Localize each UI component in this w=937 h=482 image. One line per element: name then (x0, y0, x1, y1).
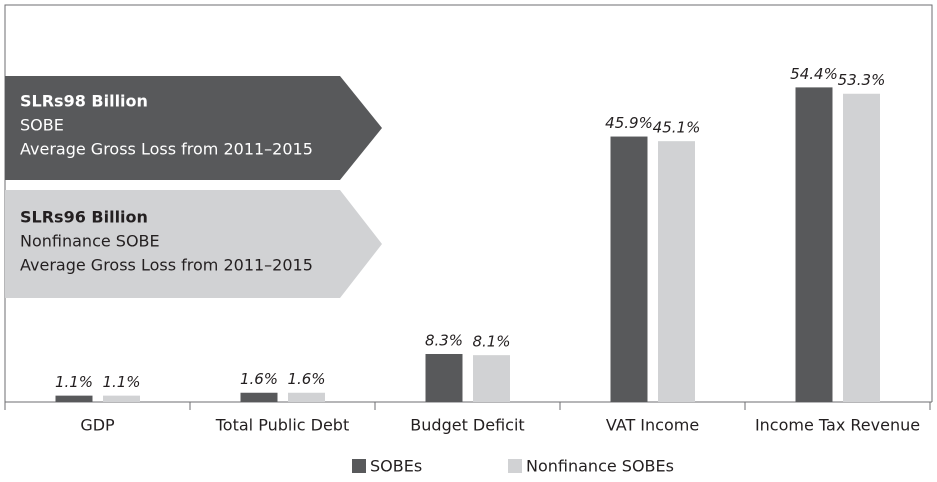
callout-text: SLRs98 Billion (20, 92, 148, 111)
callout-text: Average Gross Loss from 2011–2015 (20, 256, 313, 275)
value-label: 45.9% (605, 114, 653, 132)
bar (288, 392, 325, 402)
callout-text: SOBE (20, 116, 64, 135)
value-label: 1.6% (287, 370, 325, 388)
bar (55, 395, 93, 402)
x-tick-label: Budget Deficit (410, 416, 524, 435)
value-label: 8.3% (425, 331, 463, 349)
callout-text: SLRs96 Billion (20, 208, 148, 227)
callout-arrow (5, 190, 382, 298)
value-label: 1.1% (55, 373, 93, 391)
bar (610, 136, 648, 403)
legend-swatch (508, 459, 522, 473)
x-tick-label: GDP (80, 416, 115, 435)
legend-label: SOBEs (370, 457, 422, 476)
bar (658, 141, 695, 402)
callout-text: Nonfinance SOBE (20, 232, 160, 251)
value-label: 8.1% (472, 333, 510, 351)
bar (103, 395, 140, 402)
x-tick-label: VAT Income (606, 416, 699, 435)
x-tick-label: Income Tax Revenue (755, 416, 920, 435)
value-label: 54.4% (790, 65, 838, 83)
bar (425, 353, 463, 402)
value-label: 1.6% (240, 370, 278, 388)
value-label: 45.1% (653, 119, 701, 137)
legend-swatch (352, 459, 366, 473)
callout-arrow (5, 76, 382, 180)
bar (795, 87, 833, 403)
callout-text: Average Gross Loss from 2011–2015 (20, 140, 313, 159)
bar (843, 93, 880, 402)
x-tick-label: Total Public Debt (215, 416, 349, 435)
bar (473, 355, 510, 402)
value-label: 53.3% (838, 71, 886, 89)
bar (240, 392, 278, 402)
legend-label: Nonfinance SOBEs (526, 457, 674, 476)
value-label: 1.1% (102, 373, 140, 391)
